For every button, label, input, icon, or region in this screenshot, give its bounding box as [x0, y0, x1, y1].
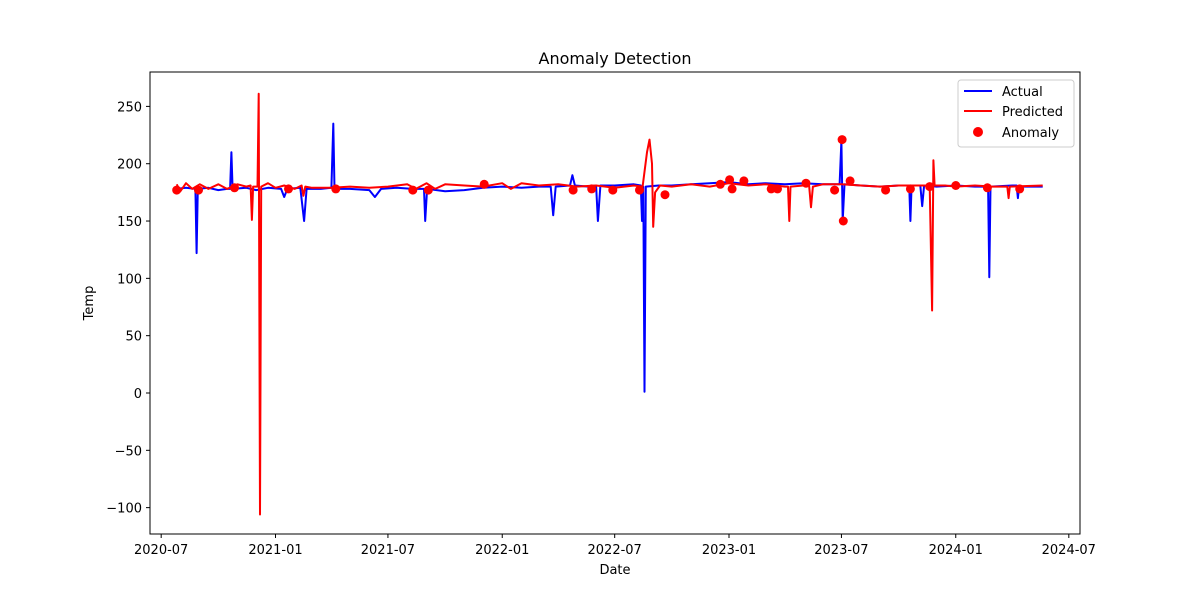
x-tick-label: 2022-01 — [475, 543, 529, 558]
legend-swatch-anomaly — [973, 127, 983, 137]
anomaly-point — [830, 185, 840, 195]
anomaly-point — [284, 184, 293, 194]
y-tick-label: 250 — [117, 100, 142, 115]
x-tick-label: 2022-07 — [588, 543, 642, 558]
y-tick-label: 200 — [117, 158, 142, 173]
anomaly-point — [766, 184, 776, 194]
anomaly-point — [608, 185, 618, 195]
anomaly-point — [568, 185, 578, 195]
y-axis-label: Temp — [82, 286, 97, 322]
series-line-actual — [176, 122, 1043, 393]
axes: 2020-07 2021-01 2021-07 2022-01 2022-07 2023-… — [106, 71, 1096, 558]
anomaly-point — [881, 185, 891, 195]
anomaly-point — [479, 179, 489, 189]
anomaly-point — [331, 184, 341, 194]
x-tick-label: 2024-07 — [1042, 543, 1096, 558]
y-tick-label: 50 — [125, 330, 142, 345]
legend: Actual Predicted Anomaly — [957, 79, 1075, 148]
anomaly-point — [905, 184, 915, 194]
anomaly-point — [587, 184, 597, 194]
y-tick-label: −50 — [115, 444, 142, 459]
anomaly-point — [725, 175, 735, 185]
anomaly-point — [715, 179, 725, 189]
x-tick-label: 2024-01 — [929, 543, 983, 558]
y-tick-label: 100 — [117, 272, 142, 287]
plot-area — [172, 92, 1043, 516]
anomaly-point — [172, 185, 182, 195]
anomaly-point — [408, 185, 418, 195]
x-tick-label: 2020-07 — [134, 543, 188, 558]
legend-label-actual: Actual — [1002, 85, 1043, 100]
legend-frame — [957, 79, 1075, 148]
x-tick-label: 2021-01 — [248, 543, 302, 558]
anomaly-point — [230, 183, 239, 193]
anomaly-point — [801, 178, 811, 188]
x-tick-label: 2021-07 — [361, 543, 415, 558]
anomaly-point — [925, 182, 935, 192]
legend-label-predicted: Predicted — [1002, 105, 1063, 120]
anomaly-point — [951, 181, 961, 190]
anomaly-point — [773, 184, 782, 194]
x-tick-label: 2023-07 — [814, 543, 868, 558]
plot-frame — [149, 71, 1081, 535]
y-tick-label: −100 — [106, 502, 142, 517]
y-tick-label: 0 — [134, 387, 142, 402]
anomaly-point — [1015, 184, 1025, 194]
anomaly-point — [837, 135, 847, 145]
y-tick-label: 150 — [117, 215, 142, 230]
x-axis-label: Date — [599, 563, 630, 578]
x-tick-label: 2023-01 — [702, 543, 756, 558]
legend-label-anomaly: Anomaly — [1002, 126, 1059, 141]
anomaly-point — [727, 184, 737, 194]
anomaly-point — [739, 176, 749, 186]
anomaly-point — [423, 185, 433, 195]
series-line-predicted — [175, 92, 1043, 516]
anomaly-point — [845, 176, 855, 186]
anomaly-point — [635, 185, 644, 195]
anomaly-point — [194, 185, 203, 195]
anomaly-point — [838, 216, 848, 226]
anomaly-point — [982, 183, 992, 193]
chart-title: Anomaly Detection — [539, 49, 692, 68]
anomaly-point — [660, 190, 670, 200]
